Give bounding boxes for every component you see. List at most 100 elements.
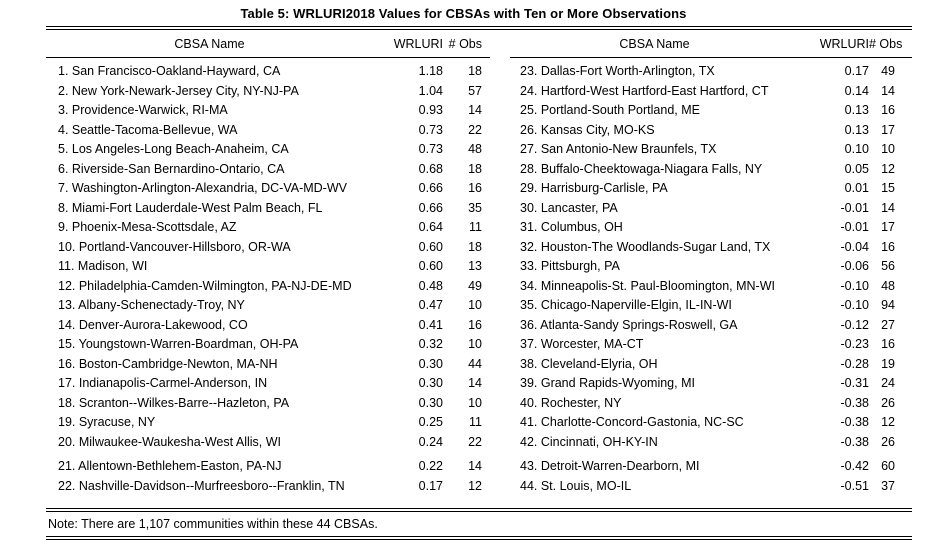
table-row: 4. Seattle-Tacoma-Bellevue, WA 0.73 22	[46, 121, 490, 141]
cbsa-name-cell: 15. Youngstown-Warren-Boardman, OH-PA	[58, 337, 299, 351]
obs-count-cell: 16	[881, 239, 895, 254]
obs-count-cell: 14	[468, 376, 482, 390]
top-double-rule	[46, 26, 912, 30]
obs-count-cell: 60	[881, 459, 895, 473]
obs-count-cell: 16	[881, 337, 895, 351]
cbsa-name-cell: 41. Charlotte-Concord-Gastonia, NC-SC	[520, 415, 744, 429]
left-header-row: CBSA Name WRLURI # Obs	[46, 30, 490, 58]
wrluri-value-cell: 0.66	[418, 200, 443, 215]
cbsa-name-cell: 36. Atlanta-Sandy Springs-Roswell, GA	[520, 317, 738, 332]
table-row: 30. Lancaster, PA -0.01 14	[510, 199, 912, 219]
cbsa-name-cell: 2. New York-Newark-Jersey City, NY-NJ-PA	[58, 83, 299, 98]
wrluri-value-cell: 0.30	[418, 376, 443, 390]
wrluri-value-cell: -0.42	[840, 459, 870, 473]
obs-count-cell: 26	[881, 395, 895, 410]
obs-count-cell: 49	[468, 278, 482, 293]
cbsa-name-cell: 33. Pittsburgh, PA	[520, 259, 620, 273]
table-row: 24. Hartford-West Hartford-East Hartford…	[510, 82, 912, 102]
obs-count-cell: 10	[468, 395, 482, 410]
obs-count-cell: 12	[468, 478, 482, 493]
bottom-double-rule	[46, 536, 912, 540]
table-row: 28. Buffalo-Cheektowaga-Niagara Falls, N…	[510, 160, 912, 180]
obs-count-cell: 11	[469, 220, 482, 234]
wrluri-value-cell: -0.51	[840, 478, 870, 493]
obs-count-cell: 14	[468, 459, 482, 473]
cbsa-name-cell: 22. Nashville-Davidson--Murfreesboro--Fr…	[58, 478, 345, 493]
obs-count-cell: 12	[881, 415, 895, 429]
table-row: 14. Denver-Aurora-Lakewood, CO 0.41 16	[46, 316, 490, 336]
wrluri-value-cell: 0.32	[418, 337, 443, 351]
wrluri-value-cell: -0.12	[840, 317, 870, 332]
table-row: 32. Houston-The Woodlands-Sugar Land, TX…	[510, 238, 912, 258]
wrluri-value-cell: -0.28	[840, 356, 870, 371]
table-row: 5. Los Angeles-Long Beach-Anaheim, CA 0.7…	[46, 140, 490, 160]
obs-count-cell: 44	[468, 356, 482, 371]
wrluri-value-cell: -0.38	[840, 415, 870, 429]
obs-count-cell: 48	[468, 142, 482, 156]
column-header-wrluri: WRLURI	[819, 36, 869, 51]
table-row: 40. Rochester, NY -0.38 26	[510, 394, 912, 414]
table-row: 26. Kansas City, MO-KS 0.13 17	[510, 121, 912, 141]
table-row: 13. Albany-Schenectady-Troy, NY 0.47 10	[46, 296, 490, 316]
wrluri-value-cell: -0.23	[840, 337, 870, 351]
cbsa-name-cell: 18. Scranton--Wilkes-Barre--Hazleton, PA	[58, 395, 290, 410]
cbsa-name-cell: 38. Cleveland-Elyria, OH	[520, 356, 658, 371]
table-row: 31. Columbus, OH -0.01 17	[510, 218, 912, 238]
cbsa-name-cell: 8. Miami-Fort Lauderdale-West Palm Beach…	[58, 200, 323, 215]
obs-count-cell: 48	[881, 278, 895, 293]
cbsa-name-cell: 9. Phoenix-Mesa-Scottsdale, AZ	[58, 220, 237, 234]
table-row: 41. Charlotte-Concord-Gastonia, NC-SC -0.…	[510, 413, 912, 433]
cbsa-name-cell: 27. San Antonio-New Braunfels, TX	[520, 142, 717, 156]
wrluri-value-cell: 0.05	[844, 161, 869, 176]
table-row: 20. Milwaukee-Waukesha-West Allis, WI 0.2…	[46, 433, 490, 453]
obs-count-cell: 24	[881, 376, 895, 390]
wrluri-value-cell: 1.18	[418, 64, 443, 78]
obs-count-cell: 19	[881, 356, 895, 371]
cbsa-name-cell: 19. Syracuse, NY	[58, 415, 156, 429]
wrluri-value-cell: 0.41	[418, 317, 443, 332]
left-half-table: CBSA Name WRLURI # Obs 1. San Francisco-…	[46, 30, 490, 508]
wrluri-value-cell: 0.48	[418, 278, 443, 293]
table-row: 18. Scranton--Wilkes-Barre--Hazleton, PA…	[46, 394, 490, 414]
obs-count-cell: 49	[881, 64, 895, 78]
cbsa-name-cell: 30. Lancaster, PA	[520, 200, 618, 215]
column-header-obs: # Obs	[448, 36, 482, 51]
wrluri-value-cell: 0.73	[418, 142, 443, 156]
obs-count-cell: 26	[881, 434, 895, 449]
obs-count-cell: 10	[468, 298, 482, 312]
wrluri-value-cell: 0.30	[418, 395, 443, 410]
obs-count-cell: 37	[881, 478, 895, 493]
table-row: 8. Miami-Fort Lauderdale-West Palm Beach…	[46, 199, 490, 219]
column-header-cbsa-name: CBSA Name	[174, 36, 245, 51]
table-row: 9. Phoenix-Mesa-Scottsdale, AZ 0.64 11	[46, 218, 490, 238]
table-row: 29. Harrisburg-Carlisle, PA 0.01 15	[510, 179, 912, 199]
table-row: 19. Syracuse, NY 0.25 11	[46, 413, 490, 433]
cbsa-name-cell: 6. Riverside-San Bernardino-Ontario, CA	[58, 161, 285, 176]
wrluri-value-cell: 0.13	[844, 122, 869, 137]
table-row: 17. Indianapolis-Carmel-Anderson, IN 0.30…	[46, 374, 490, 394]
table-row: 25. Portland-South Portland, ME 0.13 16	[510, 101, 912, 121]
wrluri-value-cell: -0.04	[840, 239, 870, 254]
wrluri-value-cell: 0.01	[844, 181, 869, 195]
table-row: 11. Madison, WI 0.60 13	[46, 257, 490, 277]
table-row: 22. Nashville-Davidson--Murfreesboro--Fr…	[46, 477, 490, 497]
cbsa-name-cell: 44. St. Louis, MO-IL	[520, 478, 632, 493]
obs-count-cell: 22	[468, 122, 482, 137]
cbsa-name-cell: 21. Allentown-Bethlehem-Easton, PA-NJ	[58, 459, 282, 473]
cbsa-name-cell: 4. Seattle-Tacoma-Bellevue, WA	[58, 122, 238, 137]
table-row: 39. Grand Rapids-Wyoming, MI -0.31 24	[510, 374, 912, 394]
table-title: Table 5: WRLURI2018 Values for CBSAs wit…	[240, 6, 687, 21]
cbsa-name-cell: 31. Columbus, OH	[520, 220, 623, 234]
cbsa-name-cell: 16. Boston-Cambridge-Newton, MA-NH	[58, 356, 278, 371]
obs-count-cell: 16	[468, 181, 482, 195]
table-row: 12. Philadelphia-Camden-Wilmington, PA-N…	[46, 277, 490, 297]
obs-count-cell: 10	[468, 337, 482, 351]
cbsa-name-cell: 26. Kansas City, MO-KS	[520, 122, 655, 137]
wrluri-value-cell: 0.47	[418, 298, 443, 312]
wrluri-value-cell: 1.04	[418, 83, 443, 98]
cbsa-name-cell: 24. Hartford-West Hartford-East Hartford…	[520, 83, 769, 98]
cbsa-name-cell: 37. Worcester, MA-CT	[520, 337, 644, 351]
table-row: 10. Portland-Vancouver-Hillsboro, OR-WA 0…	[46, 238, 490, 258]
obs-count-cell: 94	[881, 298, 895, 312]
